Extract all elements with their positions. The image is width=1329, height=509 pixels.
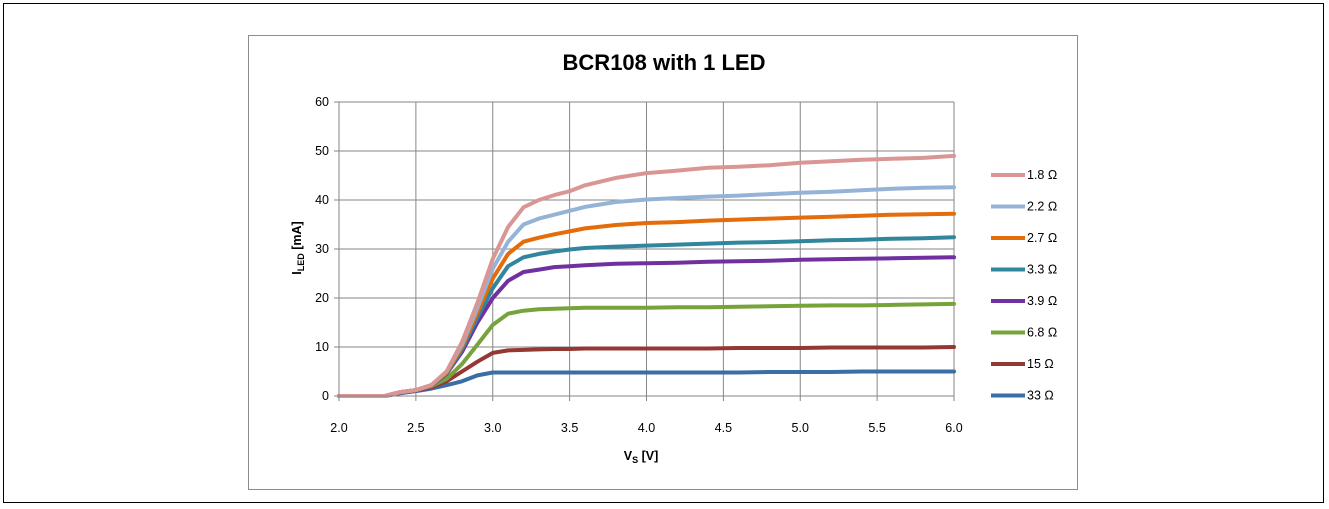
legend-item: 2.7 Ω: [991, 231, 1057, 245]
legend-item: 3.9 Ω: [991, 294, 1057, 308]
outer-frame: [3, 3, 1324, 503]
y-tick-label: 60: [315, 95, 329, 109]
legend-label: 3.9 Ω: [1027, 294, 1057, 308]
legend-label: 15 Ω: [1027, 357, 1054, 371]
legend-item: 15 Ω: [991, 357, 1054, 371]
y-tick-label: 30: [315, 242, 329, 256]
y-axis-label: ILED [mA]: [290, 221, 306, 274]
legend-item: 6.8 Ω: [991, 326, 1057, 340]
x-tick-label: 3.5: [561, 421, 578, 435]
y-tick-label: 0: [322, 389, 329, 403]
y-tick-label: 40: [315, 193, 329, 207]
tick-labels: 0 10 20 30 40 50 60 2.0 2.5 3.0 3.5 4.0 4.5 5.0 5.5 6.0: [315, 95, 963, 435]
series-line-1-8: [337, 153, 956, 398]
series-lines: [337, 153, 956, 398]
x-tick-label: 4.0: [638, 421, 655, 435]
x-tick-label: 5.0: [792, 421, 809, 435]
legend-label: 6.8 Ω: [1027, 326, 1057, 340]
legend-label: 33 Ω: [1027, 389, 1054, 403]
y-tick-label: 20: [315, 291, 329, 305]
x-tick-label: 5.5: [868, 421, 885, 435]
series-line-33: [337, 369, 956, 398]
legend: 1.8 Ω 2.2 Ω 2.7 Ω 3.3 Ω 3.9 Ω 6.8 Ω 15 Ω 33 Ω: [991, 168, 1057, 403]
legend-label: 2.7 Ω: [1027, 231, 1057, 245]
x-tick-label: 3.0: [484, 421, 501, 435]
legend-item: 2.2 Ω: [991, 200, 1057, 214]
chart: BCR108 with 1 LED 0 10 20 30 40 50 60 2.0 2.5 3.0…: [290, 50, 1057, 465]
y-tick-label: 10: [315, 340, 329, 354]
y-tick-label: 50: [315, 144, 329, 158]
legend-item: 1.8 Ω: [991, 168, 1057, 182]
chart-title: BCR108 with 1 LED: [563, 50, 766, 75]
grid: [338, 101, 955, 397]
legend-label: 3.3 Ω: [1027, 263, 1057, 277]
legend-label: 2.2 Ω: [1027, 200, 1057, 214]
x-tick-label: 4.5: [715, 421, 732, 435]
legend-item: 3.3 Ω: [991, 263, 1057, 277]
legend-item: 33 Ω: [991, 389, 1054, 403]
x-tick-label: 2.5: [407, 421, 424, 435]
chart-frame: BCR108 with 1 LED 0 10 20 30 40 50 60 2.0 2.5 3.0…: [248, 35, 1078, 490]
x-tick-label: 2.0: [330, 421, 347, 435]
x-axis-label: VS [V]: [624, 449, 659, 465]
legend-label: 1.8 Ω: [1027, 168, 1057, 182]
axes: [334, 101, 955, 401]
x-tick-label: 6.0: [945, 421, 962, 435]
